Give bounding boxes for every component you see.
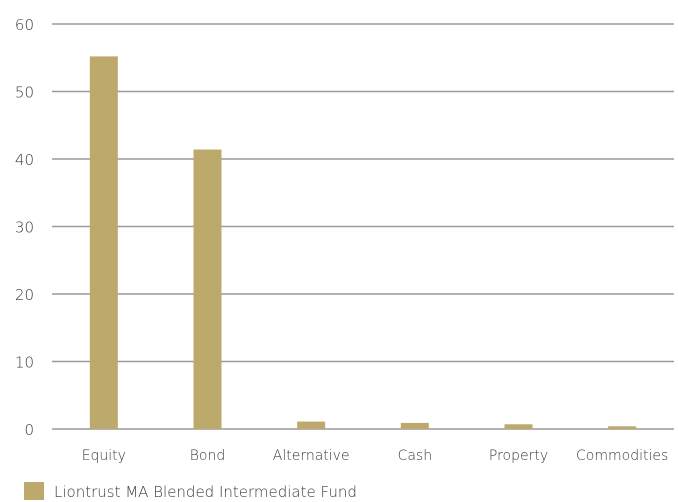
bar-equity xyxy=(89,56,118,430)
y-tick-label: 40 xyxy=(15,151,34,169)
x-tick-label: Bond xyxy=(190,448,226,464)
bar-alternative xyxy=(297,421,326,429)
bar-cash xyxy=(400,422,429,429)
bar-commodities xyxy=(608,426,637,429)
x-axis-categories: Equity Bond Alternative Cash Property Commodi… xyxy=(82,448,669,464)
bar-property xyxy=(504,424,533,429)
y-tick-label: 0 xyxy=(24,421,34,439)
bars xyxy=(89,56,637,430)
x-tick-label: Property xyxy=(489,448,548,464)
legend: Liontrust MA Blended Intermediate Fund xyxy=(24,482,357,501)
y-axis-ticks: 0 10 20 30 40 50 60 xyxy=(15,16,34,439)
y-tick-label: 50 xyxy=(15,84,34,102)
x-tick-label: Commodities xyxy=(576,448,668,464)
y-tick-label: 60 xyxy=(15,16,34,34)
bar-bond xyxy=(193,149,222,430)
x-tick-label: Cash xyxy=(398,448,433,464)
gridlines xyxy=(52,23,674,430)
y-tick-label: 30 xyxy=(15,219,34,237)
legend-label: Liontrust MA Blended Intermediate Fund xyxy=(54,483,357,501)
y-tick-label: 10 xyxy=(15,354,34,372)
legend-swatch xyxy=(24,482,44,500)
y-tick-label: 20 xyxy=(15,286,34,304)
x-tick-label: Equity xyxy=(82,448,126,464)
x-tick-label: Alternative xyxy=(273,448,350,464)
